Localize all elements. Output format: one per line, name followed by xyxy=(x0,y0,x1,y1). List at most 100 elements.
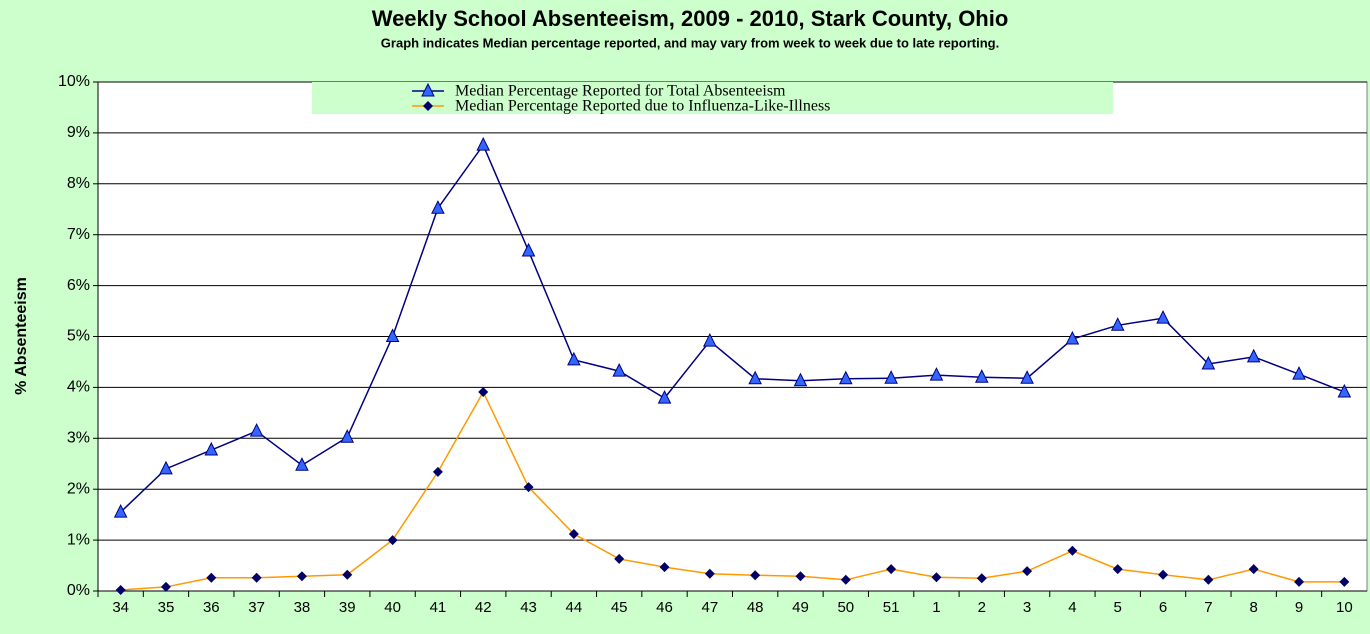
marker xyxy=(884,370,898,384)
marker xyxy=(1067,545,1078,556)
x-tick-label: 42 xyxy=(475,599,492,616)
marker xyxy=(251,572,262,583)
y-axis-label: % Absenteeism xyxy=(13,277,30,395)
marker xyxy=(657,389,672,404)
x-tick-label: 44 xyxy=(566,599,583,616)
marker xyxy=(886,564,897,575)
marker xyxy=(974,369,989,383)
series-line xyxy=(120,390,1345,591)
x-tick-label: 35 xyxy=(158,599,175,616)
x-tick-label: 4 xyxy=(1068,599,1076,616)
marker xyxy=(703,332,717,347)
y-tick-label: 4% xyxy=(67,379,90,396)
marker xyxy=(795,571,806,582)
marker xyxy=(432,466,443,477)
marker xyxy=(160,581,171,592)
marker xyxy=(929,367,944,381)
y-tick-label: 6% xyxy=(67,277,90,294)
marker xyxy=(1203,574,1214,585)
y-tick-label: 3% xyxy=(67,430,90,447)
legend-marker xyxy=(421,82,435,97)
marker xyxy=(1337,383,1352,398)
chart-title: Weekly School Absenteeism, 2009 - 2010, … xyxy=(372,6,1009,31)
marker xyxy=(1112,564,1123,575)
y-tick-label: 1% xyxy=(67,531,90,548)
x-tick-label: 47 xyxy=(701,599,718,616)
x-tick-label: 9 xyxy=(1295,599,1303,616)
x-tick-label: 39 xyxy=(339,599,356,616)
marker xyxy=(523,482,534,493)
legend-label: Median Percentage Reported due to Influe… xyxy=(455,98,830,115)
legend-marker xyxy=(423,101,433,111)
marker xyxy=(748,370,762,385)
marker xyxy=(1065,330,1080,345)
marker xyxy=(976,573,987,584)
x-tick-label: 1 xyxy=(932,599,940,616)
marker xyxy=(206,572,217,583)
legend-label: Median Percentage Reported for Total Abs… xyxy=(455,83,786,100)
marker xyxy=(614,553,625,564)
y-tick-label: 7% xyxy=(67,226,90,243)
y-tick-label: 8% xyxy=(67,175,90,192)
y-tick-label: 9% xyxy=(67,124,90,141)
x-tick-label: 2 xyxy=(978,599,986,616)
x-tick-label: 36 xyxy=(203,599,220,616)
marker xyxy=(1201,355,1216,370)
x-tick-label: 50 xyxy=(837,599,854,616)
marker xyxy=(296,571,307,582)
y-tick-label: 2% xyxy=(67,480,90,497)
marker xyxy=(387,535,398,546)
chart-subtitle: Graph indicates Median percentage report… xyxy=(381,35,999,50)
x-tick-label: 40 xyxy=(384,599,401,616)
x-tick-label: 37 xyxy=(248,599,265,616)
marker xyxy=(840,574,851,585)
series-line xyxy=(120,143,1345,513)
marker xyxy=(1110,317,1125,331)
marker xyxy=(342,569,353,580)
marker xyxy=(340,429,355,443)
x-tick-label: 8 xyxy=(1250,599,1258,616)
x-tick-label: 6 xyxy=(1159,599,1167,616)
marker xyxy=(793,372,808,387)
marker xyxy=(659,562,670,573)
marker xyxy=(431,200,445,214)
marker xyxy=(1248,564,1259,575)
marker xyxy=(1020,370,1034,384)
marker xyxy=(612,362,627,377)
x-tick-label: 43 xyxy=(520,599,537,616)
x-tick-label: 49 xyxy=(792,599,809,616)
marker xyxy=(385,328,400,342)
marker xyxy=(115,584,126,595)
marker xyxy=(931,572,942,583)
x-tick-label: 51 xyxy=(883,599,900,616)
x-tick-label: 38 xyxy=(294,599,311,616)
marker xyxy=(295,457,309,471)
x-tick-label: 48 xyxy=(747,599,764,616)
marker xyxy=(249,423,264,437)
marker xyxy=(1294,576,1305,587)
x-tick-label: 41 xyxy=(430,599,447,616)
marker xyxy=(1158,569,1169,580)
marker xyxy=(567,351,581,366)
marker xyxy=(568,528,579,539)
marker xyxy=(113,503,128,518)
marker xyxy=(750,570,761,581)
marker xyxy=(159,460,173,475)
marker xyxy=(476,136,491,151)
x-tick-label: 46 xyxy=(656,599,673,616)
x-tick-label: 34 xyxy=(112,599,129,616)
marker xyxy=(204,441,219,456)
marker xyxy=(1022,566,1033,577)
x-tick-label: 45 xyxy=(611,599,628,616)
marker xyxy=(1246,348,1261,363)
y-tick-label: 5% xyxy=(67,328,90,345)
x-tick-label: 3 xyxy=(1023,599,1031,616)
legend-box xyxy=(312,82,1113,114)
x-tick-label: 10 xyxy=(1336,599,1353,616)
marker xyxy=(1339,576,1350,587)
x-tick-label: 7 xyxy=(1204,599,1212,616)
marker xyxy=(704,568,715,579)
marker xyxy=(1292,366,1306,380)
y-tick-label: 0% xyxy=(67,582,90,599)
